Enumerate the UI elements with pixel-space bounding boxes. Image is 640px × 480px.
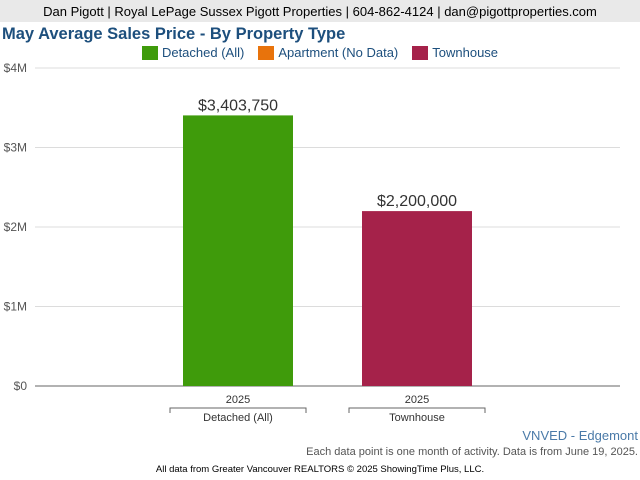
legend-label-apartment: Apartment (No Data)	[278, 45, 399, 60]
x-tick-label: 2025	[405, 394, 429, 406]
chart-legend: Detached (All) Apartment (No Data) Townh…	[0, 45, 640, 60]
bar[interactable]	[362, 211, 472, 386]
group-bracket	[348, 407, 486, 413]
legend-item-detached[interactable]: Detached (All)	[141, 45, 245, 60]
legend-swatch-townhouse	[412, 45, 429, 60]
bar-value-label: $3,403,750	[198, 97, 278, 114]
chart-title: May Average Sales Price - By Property Ty…	[2, 25, 346, 43]
region-label: VNVED - Edgemont	[522, 428, 638, 443]
y-tick-label: $2M	[4, 220, 27, 234]
y-tick-label: $0	[14, 379, 28, 393]
contact-line: Dan Pigott | Royal LePage Sussex Pigott …	[43, 3, 597, 19]
bar-chart: $0 $1M $2M $3M $4M $3,403,750 2025 Detached (Al…	[4, 61, 620, 424]
legend-swatch-apartment	[258, 45, 275, 60]
y-tick-label: $1M	[4, 300, 27, 314]
y-tick-label: $3M	[4, 141, 27, 155]
legend-label-detached: Detached (All)	[161, 45, 245, 60]
y-tick-label: $4M	[4, 61, 27, 75]
legend-label-townhouse: Townhouse	[432, 45, 499, 60]
bar[interactable]	[183, 115, 293, 386]
legend-item-townhouse[interactable]: Townhouse	[412, 45, 498, 60]
group-bracket	[169, 407, 307, 413]
data-note: Each data point is one month of activity…	[306, 446, 638, 458]
footer-credit: All data from Greater Vancouver REALTORS…	[155, 464, 485, 475]
contact-header: Dan Pigott | Royal LePage Sussex Pigott …	[0, 0, 640, 22]
legend-swatch-detached	[141, 45, 158, 60]
group-label: Townhouse	[389, 412, 445, 424]
legend-item-apartment[interactable]: Apartment (No Data)	[258, 45, 398, 60]
group-label: Detached (All)	[203, 412, 273, 424]
bar-value-label: $2,200,000	[377, 193, 457, 210]
x-tick-label: 2025	[226, 394, 250, 406]
